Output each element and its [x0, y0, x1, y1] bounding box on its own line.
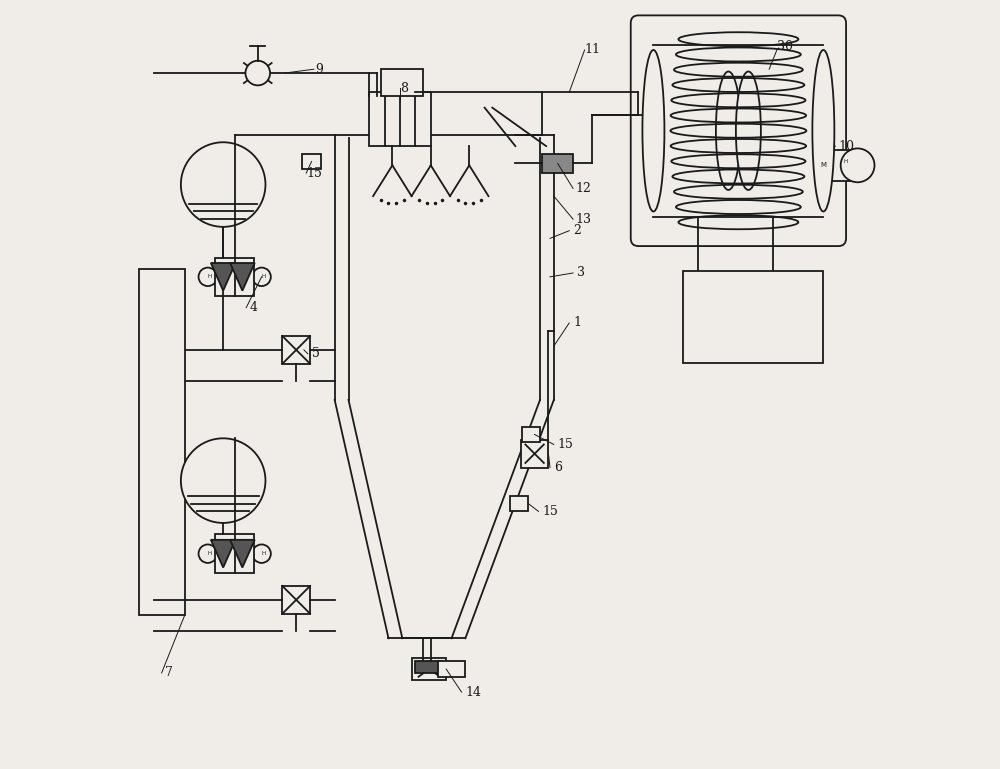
Text: H: H — [207, 275, 211, 279]
Text: 6: 6 — [554, 461, 562, 474]
Text: 8: 8 — [400, 82, 408, 95]
Polygon shape — [230, 540, 255, 568]
Circle shape — [199, 544, 217, 563]
Bar — [438, 661, 465, 677]
Text: 1: 1 — [573, 317, 581, 329]
Text: 14: 14 — [465, 686, 481, 698]
Bar — [683, 271, 823, 363]
Bar — [542, 154, 573, 173]
Bar — [815, 150, 854, 181]
Ellipse shape — [812, 50, 834, 211]
Text: 13: 13 — [575, 213, 591, 225]
Text: 30: 30 — [777, 40, 793, 52]
Bar — [215, 534, 254, 573]
Circle shape — [181, 142, 265, 227]
Text: 3: 3 — [577, 267, 585, 279]
Bar — [302, 154, 321, 169]
Circle shape — [199, 268, 217, 286]
Text: 15: 15 — [542, 505, 558, 518]
Text: 15: 15 — [558, 438, 574, 451]
Bar — [412, 658, 446, 680]
Polygon shape — [211, 540, 235, 568]
Bar — [521, 440, 548, 468]
Text: H: H — [844, 159, 848, 164]
Text: H: H — [261, 275, 265, 279]
Bar — [282, 336, 310, 364]
Circle shape — [841, 148, 875, 182]
Polygon shape — [211, 263, 235, 291]
Ellipse shape — [642, 50, 664, 211]
Circle shape — [181, 438, 265, 523]
Circle shape — [252, 268, 271, 286]
Ellipse shape — [716, 72, 741, 190]
Text: 10: 10 — [838, 140, 854, 152]
Bar — [415, 661, 442, 673]
Text: 5: 5 — [312, 348, 319, 360]
Text: 11: 11 — [585, 44, 601, 56]
Text: 9: 9 — [315, 63, 323, 75]
Text: H: H — [261, 551, 265, 556]
Bar — [369, 92, 431, 146]
Text: 4: 4 — [250, 301, 258, 314]
Bar — [215, 258, 254, 296]
Circle shape — [252, 544, 271, 563]
Polygon shape — [230, 263, 255, 291]
Text: 7: 7 — [165, 667, 173, 679]
Bar — [139, 269, 185, 615]
Circle shape — [245, 61, 270, 85]
Bar — [381, 69, 423, 96]
Text: 12: 12 — [575, 182, 591, 195]
Bar — [282, 586, 310, 614]
Text: 15: 15 — [306, 167, 322, 179]
Bar — [510, 496, 528, 511]
Bar — [522, 427, 540, 442]
Ellipse shape — [736, 72, 761, 190]
Text: H: H — [207, 551, 211, 556]
Text: 2: 2 — [573, 225, 581, 237]
FancyBboxPatch shape — [631, 15, 846, 246]
Text: M: M — [820, 162, 826, 168]
